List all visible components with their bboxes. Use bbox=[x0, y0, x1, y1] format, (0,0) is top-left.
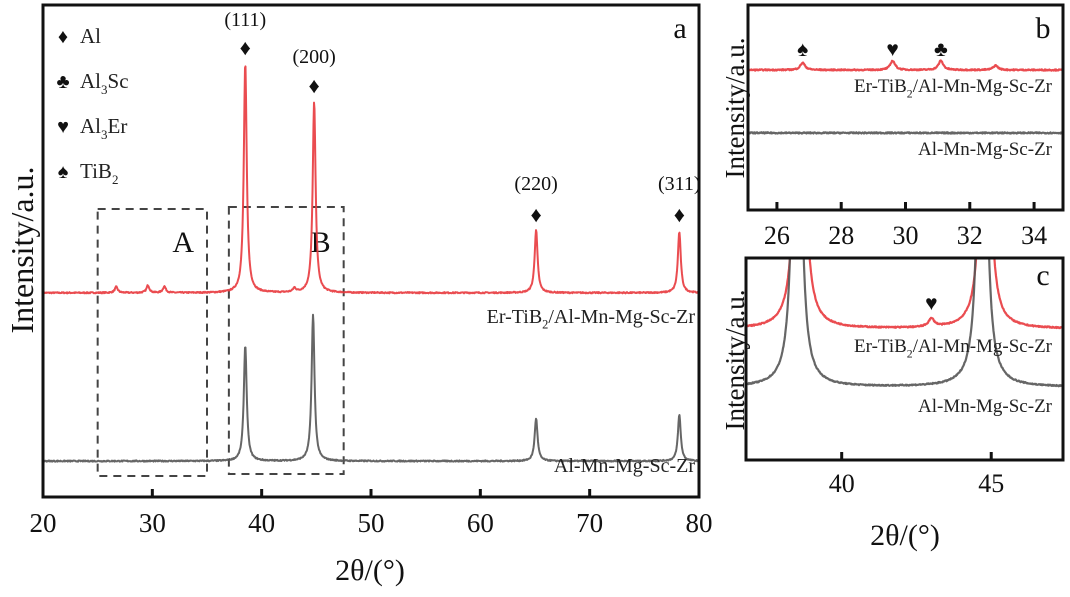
series-line-base-alloy bbox=[748, 131, 1063, 135]
series-label-er-tib2: Er-TiB2/Al-Mn-Mg-Sc-Zr bbox=[854, 336, 1053, 360]
y-axis-label: Intensity/a.u. bbox=[4, 166, 40, 333]
legend-label-al3er: Al3Er bbox=[80, 114, 127, 142]
peak-hkl-label: (111) bbox=[224, 9, 266, 31]
x-tick-label: 26 bbox=[764, 221, 790, 250]
x-tick-label: 34 bbox=[1021, 221, 1047, 250]
plot-frame-b bbox=[746, 3, 1065, 212]
plot-frame-a bbox=[41, 3, 701, 499]
peak-marker-icon: ♠ bbox=[797, 37, 808, 61]
x-axis-label-c: 2θ/(°) bbox=[870, 519, 940, 552]
region-box-a bbox=[96, 208, 208, 477]
peak-hkl-label: (200) bbox=[292, 46, 335, 68]
x-tick-label: 32 bbox=[957, 221, 983, 250]
peak-marker-icon: ♦ bbox=[674, 202, 685, 227]
series-label-base-alloy: Al-Mn-Mg-Sc-Zr bbox=[918, 139, 1053, 160]
series-label-base-alloy: Al-Mn-Mg-Sc-Zr bbox=[918, 396, 1053, 417]
panel-letter-c: c bbox=[1036, 259, 1049, 292]
series-line-base-alloy bbox=[43, 313, 699, 463]
series-line-base-alloy bbox=[746, 258, 1063, 388]
series-line-er-tib2 bbox=[43, 65, 699, 295]
series-label-er-tib2: Er-TiB2/Al-Mn-Mg-Sc-Zr bbox=[854, 76, 1053, 100]
region-box-b bbox=[227, 206, 345, 475]
x-tick-label: 30 bbox=[893, 221, 919, 250]
legend-label-al: Al bbox=[80, 24, 101, 48]
legend-symbol-icon: ♥ bbox=[57, 116, 69, 138]
panel-letter-a: a bbox=[673, 12, 686, 45]
plot-frame-c bbox=[744, 256, 1065, 462]
peak-hkl-label: (220) bbox=[514, 173, 557, 195]
x-tick-label: 70 bbox=[576, 508, 603, 538]
panel-b: 26 28 30 32 34 Intensity/a.u. b ♠ ♥ ♣ bbox=[720, 3, 1065, 250]
y-axis-label: Intensity/a.u. bbox=[720, 38, 750, 179]
legend-label-al3sc: Al3Sc bbox=[80, 69, 129, 97]
panel-letter-b: b bbox=[1036, 12, 1051, 45]
panel-c: 40 45 Intensity/a.u. c ♥ bbox=[720, 256, 1065, 498]
legend-symbol-icon: ♦ bbox=[58, 26, 68, 48]
y-axis-label: Intensity/a.u. bbox=[720, 290, 750, 431]
region-label-b: B bbox=[311, 226, 331, 259]
x-tick-label: 80 bbox=[686, 508, 713, 538]
x-tick-label: 40 bbox=[829, 469, 855, 498]
x-tick-label: 28 bbox=[828, 221, 854, 250]
x-tick-label: 60 bbox=[467, 508, 494, 538]
x-tick-label: 40 bbox=[248, 508, 275, 538]
peak-marker-icon: ♣ bbox=[934, 37, 948, 61]
x-tick-label: 45 bbox=[978, 469, 1004, 498]
x-axis-label-a: 2θ/(°) bbox=[335, 554, 405, 587]
legend-symbol-icon: ♠ bbox=[58, 161, 69, 183]
region-label-a: A bbox=[172, 226, 194, 259]
peak-marker-icon: ♥ bbox=[925, 291, 937, 315]
peak-marker-icon: ♦ bbox=[309, 73, 320, 98]
legend-label-tib2: TiB2 bbox=[80, 159, 118, 187]
peak-marker-icon: ♦ bbox=[240, 35, 251, 60]
series-line-er-tib2 bbox=[748, 59, 1063, 72]
legend-symbol-icon: ♣ bbox=[56, 71, 69, 93]
peak-hkl-label: (311) bbox=[658, 173, 701, 195]
series-line-er-tib2 bbox=[746, 258, 1063, 330]
x-tick-label: 50 bbox=[358, 508, 385, 538]
peak-marker-icon: ♥ bbox=[886, 37, 898, 61]
x-tick-label: 20 bbox=[30, 508, 57, 538]
series-label-base-alloy: Al-Mn-Mg-Sc-Zr bbox=[554, 455, 695, 477]
series-label-er-tib2: Er-TiB2/Al-Mn-Mg-Sc-Zr bbox=[487, 306, 696, 332]
x-tick-label: 30 bbox=[139, 508, 166, 538]
panel-a: A B 20 30 40 50 60 70 80 Intensity/a.u. a ♦ ♣ ♥ ♠ (111)… bbox=[4, 3, 713, 538]
peak-marker-icon: ♦ bbox=[530, 202, 541, 227]
